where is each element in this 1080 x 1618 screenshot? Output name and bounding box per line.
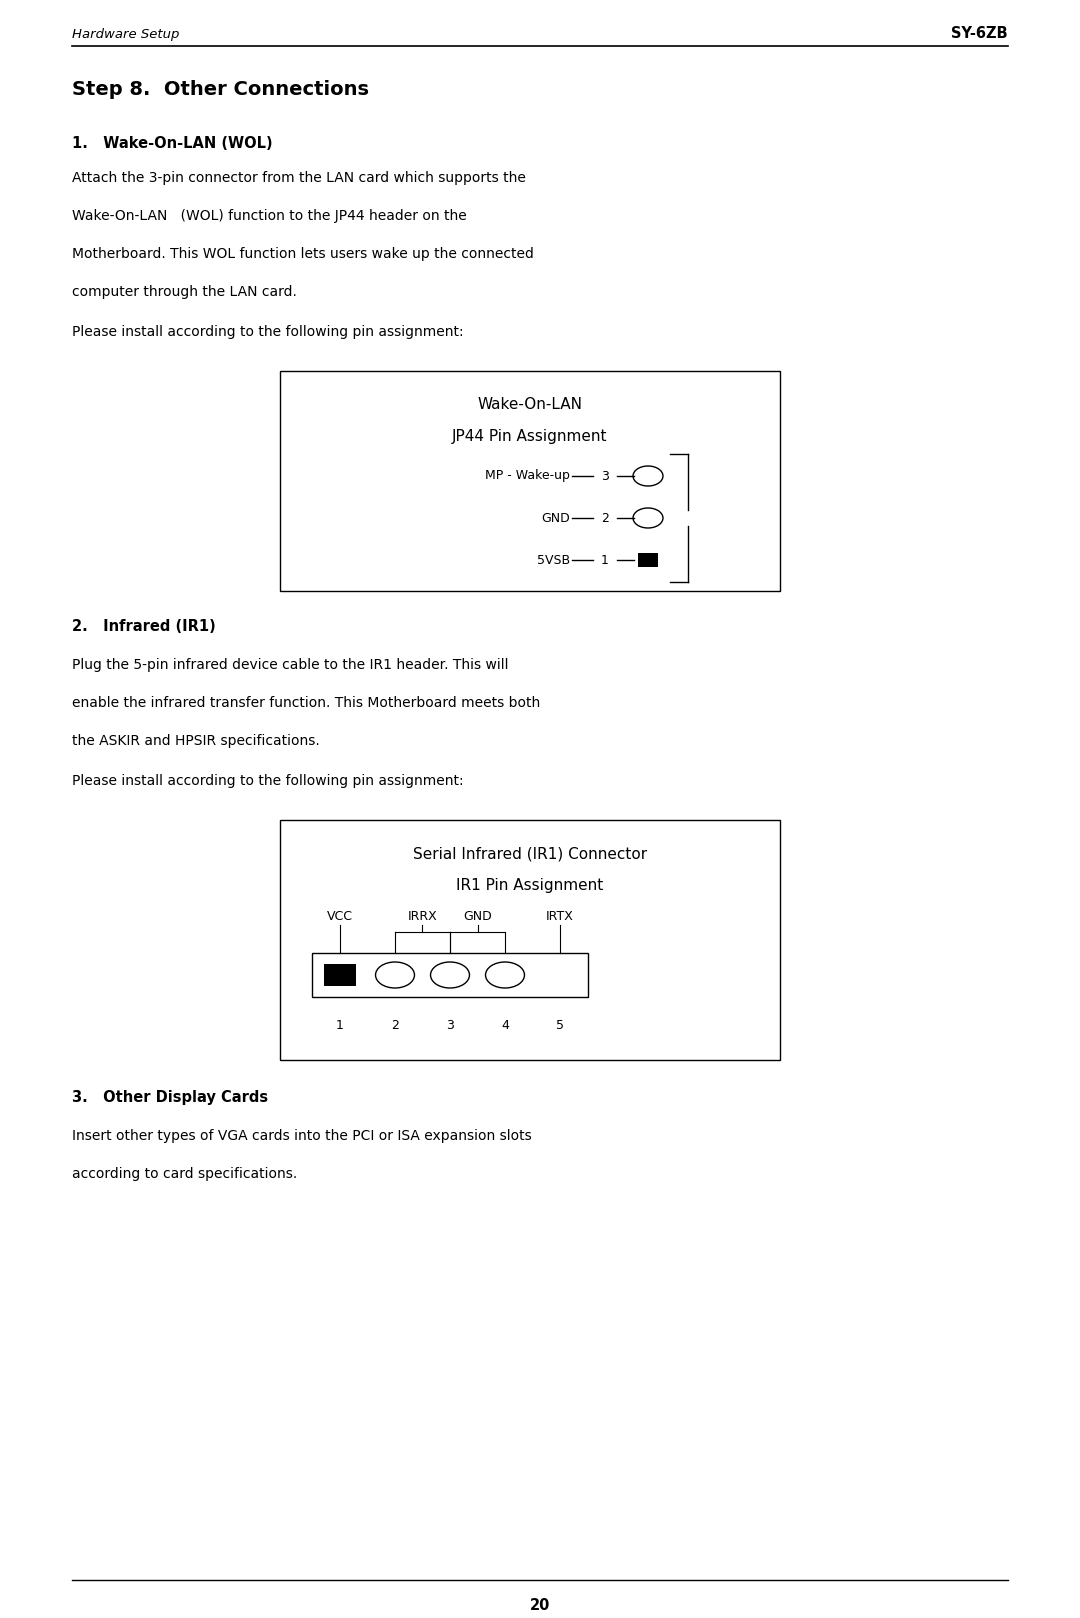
- Text: enable the infrared transfer function. This Motherboard meets both: enable the infrared transfer function. T…: [72, 696, 540, 710]
- Text: 3: 3: [602, 469, 609, 482]
- Text: 5: 5: [556, 1019, 564, 1032]
- Text: 20: 20: [530, 1599, 550, 1613]
- Text: GND: GND: [541, 511, 570, 524]
- Text: 3: 3: [446, 1019, 454, 1032]
- Text: JP44 Pin Assignment: JP44 Pin Assignment: [453, 429, 608, 443]
- Text: IRTX: IRTX: [546, 909, 573, 922]
- Text: Please install according to the following pin assignment:: Please install according to the followin…: [72, 325, 463, 340]
- Bar: [280, 820, 780, 1060]
- Text: IR1 Pin Assignment: IR1 Pin Assignment: [457, 879, 604, 893]
- Bar: [637, 553, 659, 566]
- Text: Wake-On-LAN   (WOL) function to the JP44 header on the: Wake-On-LAN (WOL) function to the JP44 h…: [72, 209, 467, 223]
- Text: Attach the 3-pin connector from the LAN card which supports the: Attach the 3-pin connector from the LAN …: [72, 172, 526, 184]
- Text: 1: 1: [602, 553, 609, 566]
- Text: Plug the 5-pin infrared device cable to the IR1 header. This will: Plug the 5-pin infrared device cable to …: [72, 659, 509, 671]
- Text: according to card specifications.: according to card specifications.: [72, 1167, 297, 1181]
- Text: Motherboard. This WOL function lets users wake up the connected: Motherboard. This WOL function lets user…: [72, 248, 534, 260]
- Text: IRRX: IRRX: [407, 909, 437, 922]
- Text: SY-6ZB: SY-6ZB: [951, 26, 1008, 40]
- Text: 5VSB: 5VSB: [537, 553, 570, 566]
- Text: the ASKIR and HPSIR specifications.: the ASKIR and HPSIR specifications.: [72, 735, 320, 748]
- Text: VCC: VCC: [327, 909, 353, 922]
- Bar: [312, 953, 588, 997]
- Text: MP - Wake-up: MP - Wake-up: [485, 469, 570, 482]
- Text: Hardware Setup: Hardware Setup: [72, 28, 179, 40]
- Text: 2: 2: [391, 1019, 399, 1032]
- Text: Wake-On-LAN: Wake-On-LAN: [477, 396, 582, 413]
- Text: 1.   Wake-On-LAN (WOL): 1. Wake-On-LAN (WOL): [72, 136, 272, 150]
- Text: GND: GND: [463, 909, 491, 922]
- Text: Insert other types of VGA cards into the PCI or ISA expansion slots: Insert other types of VGA cards into the…: [72, 1129, 531, 1142]
- Bar: [280, 371, 780, 591]
- Text: Serial Infrared (IR1) Connector: Serial Infrared (IR1) Connector: [413, 846, 647, 861]
- Text: 4: 4: [501, 1019, 509, 1032]
- Bar: [324, 964, 356, 985]
- Text: 2.   Infrared (IR1): 2. Infrared (IR1): [72, 620, 216, 634]
- Text: Step 8.  Other Connections: Step 8. Other Connections: [72, 79, 369, 99]
- Text: Please install according to the following pin assignment:: Please install according to the followin…: [72, 773, 463, 788]
- Text: 2: 2: [602, 511, 609, 524]
- Text: 3.   Other Display Cards: 3. Other Display Cards: [72, 1091, 268, 1105]
- Text: computer through the LAN card.: computer through the LAN card.: [72, 285, 297, 299]
- Text: 1: 1: [336, 1019, 343, 1032]
